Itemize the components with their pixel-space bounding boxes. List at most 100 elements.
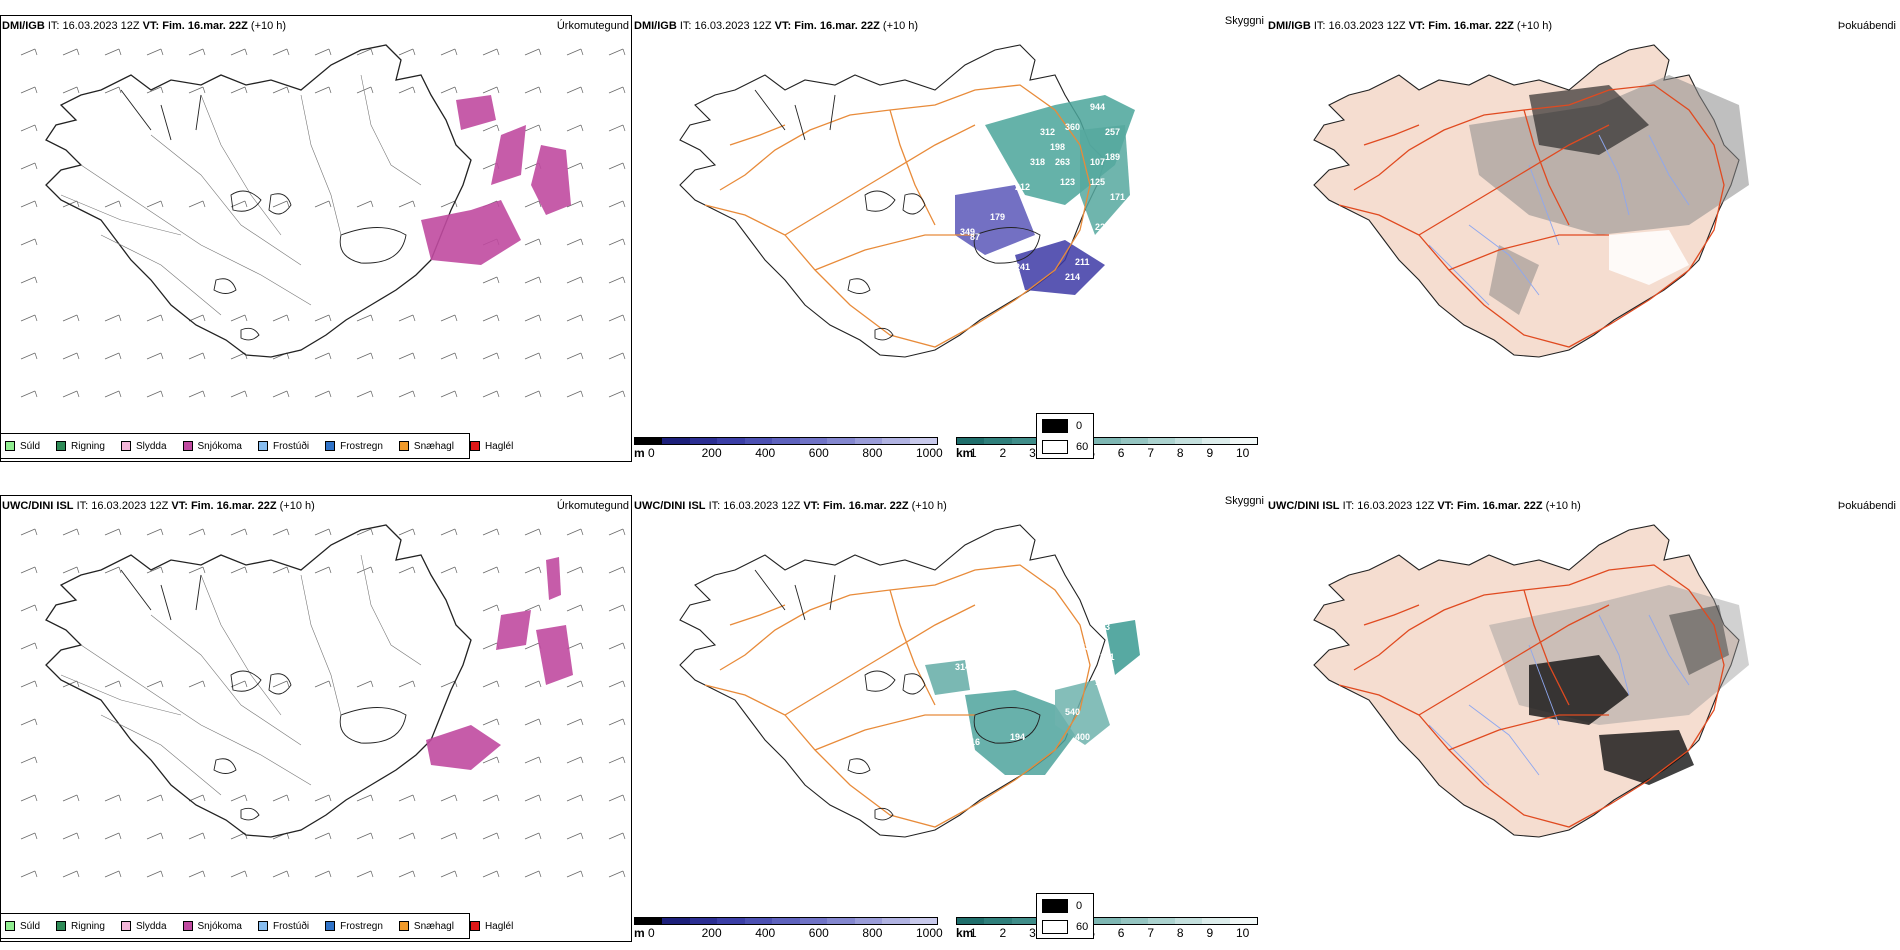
legend-swatch [56,441,67,451]
scale-tick-label: 800 [862,446,883,460]
wind-barb [398,528,416,536]
cloud-base-value: 183 [1095,677,1110,687]
legend-item: Frostregn [325,441,383,452]
wind-barb [440,390,458,398]
wind-barb [146,200,164,208]
wind-barb [524,314,542,322]
wind-barb [524,604,542,612]
scale-tick-label: 6 [1117,446,1125,460]
cloud-panel: UWC/DINI ISL IT: 16.03.2023 12Z VT: Fim.… [634,480,1268,950]
scale-color-step [827,918,855,924]
wind-barb [272,794,290,802]
wind-barb [482,276,500,284]
wind-barb [482,756,500,764]
it-value: 16.03.2023 12Z [62,20,140,32]
scale-tick-label: 8 [1176,446,1184,460]
wind-barb [230,314,248,322]
it-value: 16.03.2023 12Z [1328,20,1406,32]
it-label: IT: [708,500,721,512]
wind-barb [188,48,206,56]
cloud-base-value: 333 [1095,622,1110,632]
wind-barb [314,200,332,208]
legend-label: Frostregn [340,920,383,932]
wind-barb [62,390,80,398]
cloud-area [925,660,970,695]
cloud-base-value: 107 [1090,157,1105,167]
legend-item: Snjókoma [182,921,242,932]
wind-barb [608,870,626,878]
cloud-base-value: 212 [935,207,950,217]
wind-barb [20,162,38,170]
model-name: UWC/DINI ISL [634,500,706,512]
snowfall-area [496,610,531,650]
vt-value: Fim. 16.mar. 22Z [794,20,880,32]
scale-tick-label: 9 [1206,926,1214,940]
legend-swatch [398,441,409,451]
fog-swatch-low [1042,419,1068,433]
scale-color-step [1229,438,1257,444]
vt-label: VT: [171,500,188,512]
wind-barb [482,390,500,398]
scale-color-step [1202,438,1230,444]
scale-unit: km [956,926,974,940]
legend-label: Rigning [71,920,105,932]
wind-barb [566,200,584,208]
cloud-base-value: 360 [1085,237,1100,247]
scale-tick-label: 10 [1236,446,1250,460]
wind-barb [482,832,500,840]
fog-header: DMI/IGB IT: 16.03.2023 12Z VT: Fim. 16.m… [1268,20,1552,32]
cloud-base-value: 332 [1080,642,1095,652]
wind-barb [398,794,416,802]
wind-barb [524,276,542,284]
scale-color-step [772,918,800,924]
wind-barb [482,528,500,536]
fog-intensity-areas [1469,75,1749,315]
fog-legend: 0 60 [1036,893,1094,939]
scale-color-step [772,438,800,444]
wind-barb [314,390,332,398]
legend-label: Slydda [135,440,167,452]
scale-color-step [984,918,1012,924]
it-label: IT: [76,500,89,512]
lead-time: (+10 h) [1545,500,1581,512]
wind-barbs [20,48,626,398]
scale-color-step [635,918,663,924]
wind-barb [398,870,416,878]
fog-area [1529,655,1629,725]
scale-color-step [957,438,985,444]
wind-barb [608,756,626,764]
fog-area [1489,245,1539,315]
wind-barb [146,352,164,360]
wind-barb [440,566,458,574]
cloud-base-value: 202 [965,177,980,187]
lead-time: (+10 h) [1516,20,1553,32]
scale-color-step [827,438,855,444]
wind-barb [608,162,626,170]
wind-barb [398,390,416,398]
vt-label: VT: [803,500,820,512]
wind-barb [566,238,584,246]
wind-barb [272,200,290,208]
legend-item: Frostúði [257,441,309,452]
wind-barb [524,238,542,246]
wind-barb [146,314,164,322]
wind-barb [566,276,584,284]
wind-barb [398,314,416,322]
legend-swatch [398,921,409,931]
wind-barb [524,528,542,536]
wind-barb [20,48,38,56]
wind-barb [482,566,500,574]
legend-item: Rigning [56,921,105,932]
wind-barb [272,870,290,878]
wind-barb [188,528,206,536]
road-network [1338,564,1725,828]
wind-barb [608,124,626,132]
wind-barb [188,200,206,208]
fog-legend-high: 60 [1076,921,1089,933]
cloud-base-value: 314 [955,662,970,672]
scale-tick-label: 0 [648,446,655,460]
wind-barb [440,794,458,802]
forecast-row-1: DMI/IGB IT: 16.03.2023 12Z VT: Fim. 16.m… [0,0,1900,470]
wind-barb [104,794,122,802]
wind-barb [608,314,626,322]
